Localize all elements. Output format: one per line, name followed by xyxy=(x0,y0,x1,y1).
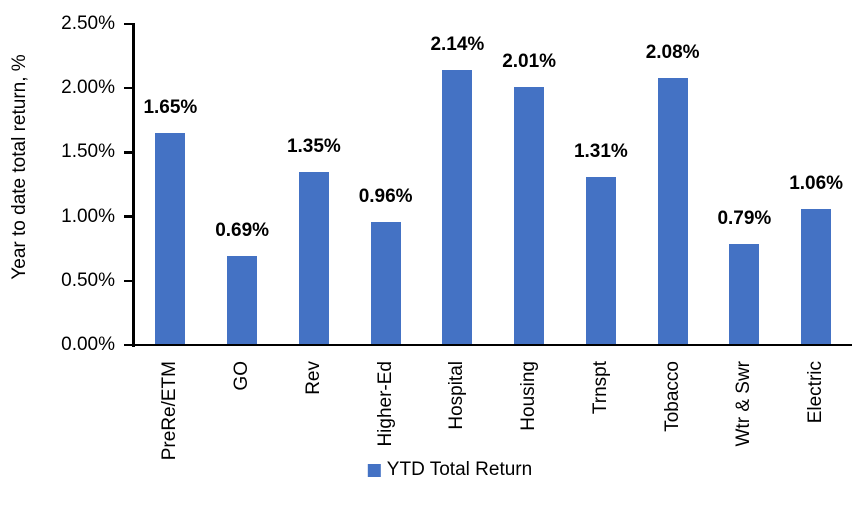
y-axis-tick-label: 2.00% xyxy=(61,77,115,99)
bar xyxy=(657,77,688,345)
x-axis-label: PreRe/ETM xyxy=(159,361,181,461)
bar-value-label: 1.35% xyxy=(286,135,341,157)
bar xyxy=(298,171,329,345)
y-axis-tick-label: 2.50% xyxy=(61,13,115,34)
y-axis-tick-label: 0.00% xyxy=(61,334,115,355)
y-axis-tick-label: 1.00% xyxy=(61,205,115,227)
bar xyxy=(585,176,616,345)
bar-value-label: 0.79% xyxy=(717,207,772,229)
bar-value-label: 0.96% xyxy=(358,185,413,207)
legend-label: YTD Total Return xyxy=(386,459,533,480)
bar xyxy=(729,243,760,345)
bar-value-label: 0.69% xyxy=(215,220,270,242)
y-axis-tick-mark xyxy=(124,279,132,283)
bar xyxy=(370,221,401,345)
bar-value-label: 2.08% xyxy=(645,41,700,63)
bar-value-label: 2.01% xyxy=(502,50,557,72)
bar xyxy=(227,256,258,345)
y-axis-tick-mark xyxy=(124,215,132,218)
y-axis-tick-mark xyxy=(124,151,132,154)
x-axis-label: Hospital xyxy=(446,361,468,430)
x-axis-line xyxy=(132,343,852,347)
y-axis-tick-label: 1.50% xyxy=(61,141,115,163)
x-axis-label: Higher-Ed xyxy=(374,361,396,447)
bar-value-label: 2.14% xyxy=(430,34,485,56)
y-axis-title: Year to date total return, % xyxy=(9,54,30,280)
bar-value-label: 1.65% xyxy=(143,97,198,119)
y-axis-tick-mark xyxy=(124,86,132,90)
bar xyxy=(155,133,186,345)
x-axis-label: Trnspt xyxy=(589,361,611,415)
x-axis-label: Housing xyxy=(518,361,540,431)
x-axis-label: Rev xyxy=(302,361,324,395)
bar xyxy=(442,70,473,345)
x-axis-label: Tobacco xyxy=(661,361,683,432)
bar-value-label: 1.31% xyxy=(573,140,628,162)
bar-value-label: 1.06% xyxy=(789,172,844,194)
y-axis-tick-label: 0.50% xyxy=(61,269,115,291)
bar xyxy=(514,86,545,345)
legend-swatch-icon xyxy=(367,463,381,477)
x-axis-label: Electric xyxy=(805,361,827,424)
x-axis-label: Wtr & Swr xyxy=(733,361,755,447)
bar xyxy=(801,208,832,345)
legend: YTD Total Return xyxy=(367,459,533,481)
x-axis-label: GO xyxy=(231,361,253,391)
y-axis-tick-mark xyxy=(124,343,132,347)
y-axis-line xyxy=(132,22,135,347)
y-axis-tick-mark xyxy=(124,22,132,26)
